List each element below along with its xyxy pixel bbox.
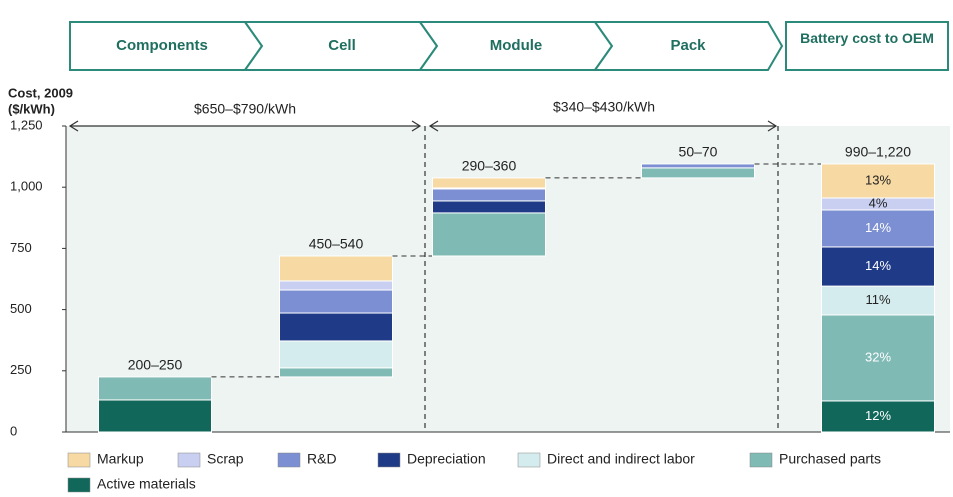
stage-label: Cell — [328, 37, 356, 54]
legend-label: Purchased parts — [779, 451, 881, 467]
stage-box — [785, 21, 949, 71]
share-label: 11% — [865, 292, 890, 307]
arrow-head — [428, 120, 439, 132]
legend-label: R&D — [307, 451, 337, 467]
share-label: 12% — [865, 408, 891, 423]
y-tick-label: 1,000 — [10, 179, 43, 194]
legend-label: Active materials — [97, 476, 196, 492]
y-axis-label: ($/kWh) — [8, 101, 55, 116]
bar-label: 290–360 — [462, 158, 517, 174]
bar-segment — [279, 340, 393, 369]
share-label: 32% — [865, 349, 891, 364]
stage-label: Pack — [670, 37, 706, 54]
stage-label: Components — [116, 37, 208, 54]
stage-chevron — [593, 21, 784, 71]
legend-swatch — [517, 452, 541, 468]
arrow-head — [411, 120, 422, 132]
bar-segment — [821, 163, 935, 199]
share-label: 14% — [865, 220, 891, 235]
y-tick-label: 250 — [10, 362, 32, 377]
legend-label: Markup — [97, 451, 144, 467]
range-label: $650–$790/kWh — [194, 101, 296, 117]
stage-label: Module — [490, 37, 543, 54]
bar-segment — [98, 399, 212, 433]
bar-segment — [821, 314, 935, 402]
y-tick-label: 500 — [10, 301, 32, 316]
legend-swatch — [177, 452, 201, 468]
legend-label: Depreciation — [407, 451, 486, 467]
share-label: 14% — [865, 258, 891, 273]
legend-label: Direct and indirect labor — [547, 451, 695, 467]
arrow-head — [68, 120, 79, 132]
bar-segment — [821, 209, 935, 248]
legend-swatch — [67, 452, 91, 468]
y-axis-label: Cost, 2009 — [8, 85, 73, 100]
bar-segment — [432, 200, 546, 214]
y-tick-label: 0 — [10, 423, 17, 438]
bar-segment — [821, 246, 935, 287]
bar-label: 200–250 — [128, 357, 183, 373]
stage-label-box: Battery cost to OEM — [800, 30, 934, 46]
header — [69, 21, 949, 71]
bar-segment — [432, 177, 546, 189]
bar-segment — [641, 163, 755, 169]
stage-label: Battery cost to OEM — [800, 30, 934, 46]
bar-segment — [279, 312, 393, 342]
range-arrows — [68, 120, 779, 432]
bar-segment — [641, 167, 755, 179]
bar-label: 990–1,220 — [845, 144, 911, 160]
legend-swatch — [67, 477, 91, 493]
bar-segment — [279, 255, 393, 282]
bar-label: 50–70 — [679, 144, 718, 160]
y-tick-label: 1,250 — [10, 117, 43, 132]
bar-label: 450–540 — [309, 236, 364, 252]
legend-label: Scrap — [207, 451, 244, 467]
y-tick-label: 750 — [10, 240, 32, 255]
legend-swatch — [377, 452, 401, 468]
bar-segment — [279, 280, 393, 291]
bar-segment — [279, 289, 393, 314]
arrow-head — [767, 120, 778, 132]
bar-segment — [432, 212, 546, 257]
bar-segment — [279, 367, 393, 378]
legend-swatch — [749, 452, 773, 468]
bar-segment — [98, 376, 212, 401]
share-label: 13% — [865, 172, 891, 187]
legend-swatch — [277, 452, 301, 468]
range-label: $340–$430/kWh — [553, 99, 655, 115]
plot-background — [66, 126, 950, 432]
share-label: 4% — [869, 195, 888, 210]
bar-segment — [432, 188, 546, 202]
